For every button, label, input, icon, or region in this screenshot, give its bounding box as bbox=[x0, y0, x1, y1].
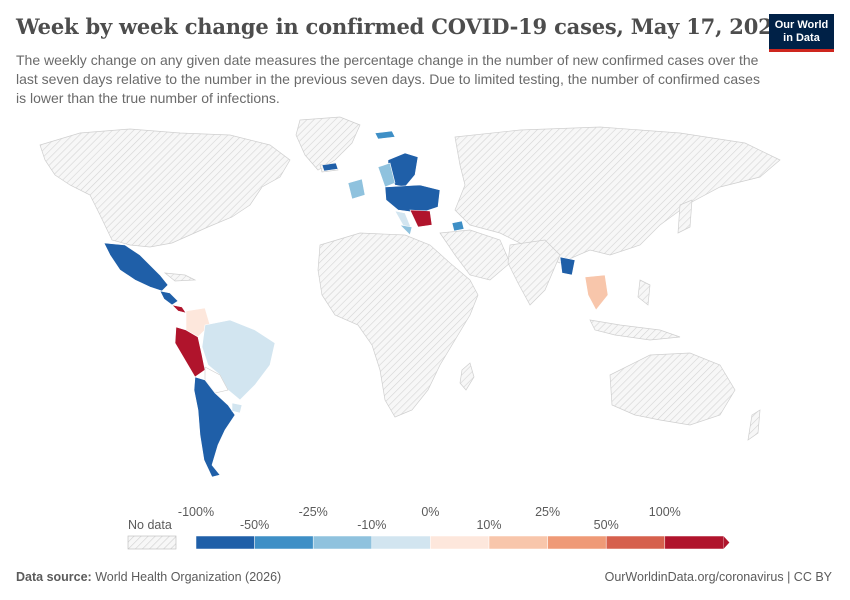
turkey-region[interactable] bbox=[451, 220, 465, 232]
balkans-region[interactable] bbox=[409, 209, 433, 228]
panama-region[interactable] bbox=[171, 304, 187, 314]
japan-region[interactable] bbox=[677, 199, 693, 234]
legend-bottom-label: 10% bbox=[476, 518, 501, 532]
central-europe-region[interactable] bbox=[384, 184, 441, 214]
uk-region[interactable] bbox=[321, 162, 339, 172]
sweden-region[interactable] bbox=[377, 162, 396, 188]
middle-east-region[interactable] bbox=[439, 229, 511, 281]
bolivia-region[interactable] bbox=[204, 366, 229, 394]
owid-logo[interactable]: Our World in Data bbox=[769, 14, 834, 52]
legend-bin bbox=[547, 535, 607, 550]
india-region[interactable] bbox=[507, 239, 561, 306]
source-text: World Health Organization (2026) bbox=[95, 570, 282, 584]
africa-region[interactable] bbox=[317, 232, 479, 418]
legend-arrow bbox=[723, 536, 730, 549]
legend-top-label: -25% bbox=[299, 505, 328, 519]
legend-bin bbox=[664, 535, 724, 550]
legend-bin bbox=[195, 535, 255, 550]
legend-top-labels: -100% -25% 0% 25% 100% bbox=[178, 505, 681, 519]
legend-top-label: 25% bbox=[535, 505, 560, 519]
chart-subtitle: The weekly change on any given date meas… bbox=[16, 52, 760, 106]
license-link[interactable]: OurWorldinData.org/coronavirus | CC BY bbox=[604, 570, 832, 584]
chart-title: Week by week change in confirmed COVID-1… bbox=[16, 14, 787, 39]
world-map[interactable] bbox=[0, 115, 850, 495]
legend-bin bbox=[371, 535, 431, 550]
legend-top-label: -100% bbox=[178, 505, 214, 519]
central-america-region[interactable] bbox=[159, 290, 179, 306]
indonesia-region[interactable] bbox=[589, 319, 681, 341]
legend-top-label: 100% bbox=[649, 505, 681, 519]
mexico-region[interactable] bbox=[103, 242, 169, 292]
legend-no-data: No data bbox=[127, 518, 177, 550]
legend-bin bbox=[430, 535, 490, 550]
legend-bin bbox=[254, 535, 314, 550]
western-europe-region[interactable] bbox=[347, 178, 366, 200]
iceland-region-data[interactable] bbox=[374, 130, 396, 140]
source-footer: Data source: World Health Organization (… bbox=[16, 570, 281, 584]
no-data-label: No data bbox=[128, 518, 172, 532]
source-label: Data source: bbox=[16, 570, 92, 584]
thailand-region[interactable] bbox=[584, 274, 609, 311]
color-legend: No data -100% -25% 0% 25% 100% -50% -10% 10% 50… bbox=[127, 505, 730, 550]
legend-bottom-label: -10% bbox=[357, 518, 386, 532]
myanmar-region[interactable] bbox=[559, 256, 576, 276]
legend-bottom-label: 50% bbox=[594, 518, 619, 532]
australia-region[interactable] bbox=[609, 352, 736, 426]
italy-region[interactable] bbox=[394, 210, 413, 231]
logo-line-1: Our World bbox=[774, 19, 829, 31]
legend-bin bbox=[605, 535, 666, 550]
legend-bin bbox=[488, 535, 548, 550]
legend-bin bbox=[312, 535, 373, 550]
caribbean-region[interactable] bbox=[163, 272, 197, 282]
asia-region[interactable] bbox=[454, 126, 781, 264]
new-zealand-region[interactable] bbox=[747, 409, 761, 441]
legend-top-label: 0% bbox=[421, 505, 439, 519]
madagascar-region[interactable] bbox=[459, 362, 475, 391]
argentina-region[interactable] bbox=[193, 376, 236, 478]
north-america-no-data-region[interactable] bbox=[39, 128, 291, 248]
legend-bins bbox=[195, 535, 730, 550]
legend-bottom-label: -50% bbox=[240, 518, 269, 532]
no-data-swatch bbox=[127, 535, 177, 550]
greenland-region[interactable] bbox=[295, 116, 361, 171]
philippines-region[interactable] bbox=[637, 279, 651, 306]
uruguay-region[interactable] bbox=[231, 402, 243, 414]
legend-bottom-labels: -50% -10% 10% 50% bbox=[240, 518, 619, 532]
brazil-region[interactable] bbox=[201, 319, 276, 401]
greece-region[interactable] bbox=[399, 224, 413, 236]
logo-line-2: in Data bbox=[783, 32, 820, 44]
